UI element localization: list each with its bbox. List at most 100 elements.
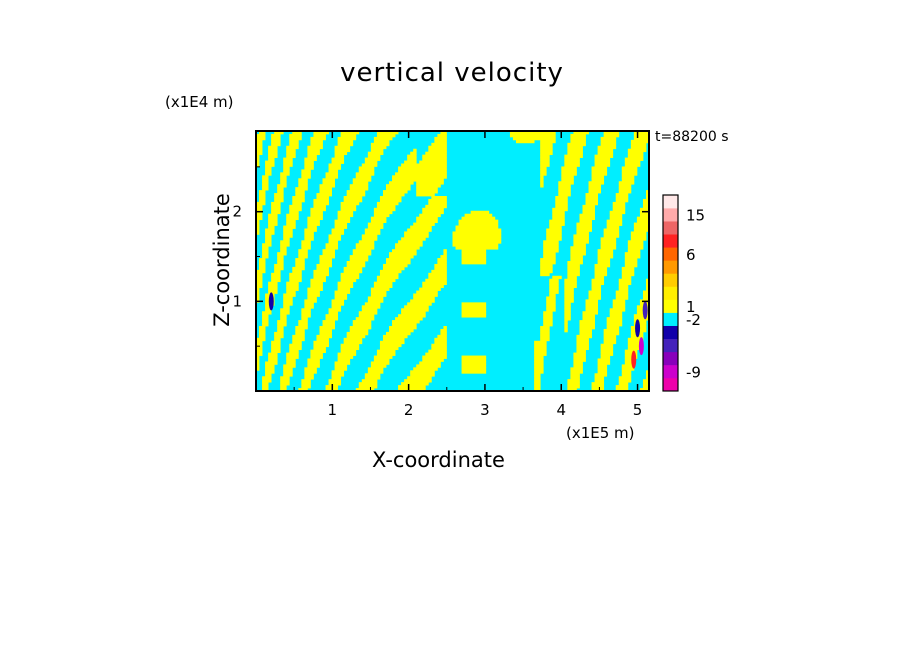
field-segment	[618, 181, 635, 185]
field-segment	[410, 151, 417, 156]
field-segment	[331, 370, 345, 374]
field-segment	[642, 296, 649, 300]
field-segment	[370, 361, 390, 365]
field-segment	[265, 361, 278, 365]
field-segment	[289, 272, 302, 277]
field-segment	[289, 139, 299, 144]
field-segment	[645, 281, 649, 286]
field-segment	[277, 187, 284, 191]
field-segment	[606, 320, 623, 324]
field-segment	[564, 317, 571, 321]
field-segment	[576, 337, 589, 342]
field-segment	[597, 367, 608, 371]
field-segment	[283, 373, 293, 377]
field-segment	[606, 317, 623, 321]
field-segment	[382, 334, 408, 339]
field-segment	[461, 361, 487, 365]
y-tick-label: 1	[232, 292, 242, 310]
field-segment	[256, 222, 260, 226]
field-segment	[564, 326, 568, 330]
field-segment	[337, 281, 354, 286]
field-segment	[259, 198, 266, 203]
field-segment	[603, 331, 620, 336]
field-segment	[325, 243, 339, 247]
field-segment	[271, 210, 281, 215]
field-segment	[256, 278, 263, 283]
field-segment	[370, 219, 387, 223]
field-segment	[376, 201, 399, 206]
field-segment	[295, 193, 305, 197]
field-segment	[431, 142, 447, 147]
field-segment	[534, 349, 547, 353]
field-segment	[256, 207, 263, 212]
field-segment	[461, 364, 487, 368]
field-segment	[464, 213, 493, 218]
field-segment	[642, 204, 649, 209]
field-segment	[337, 210, 354, 215]
field-segment	[552, 213, 565, 218]
field-segment	[379, 346, 399, 351]
field-segment	[256, 219, 260, 223]
field-segment	[404, 231, 429, 235]
field-segment	[404, 305, 429, 309]
field-segment	[582, 207, 595, 212]
field-segment	[398, 240, 423, 244]
field-segment	[265, 237, 272, 241]
field-segment	[262, 178, 269, 182]
field-segment	[540, 331, 550, 336]
field-segment	[561, 178, 574, 182]
field-segment	[280, 246, 287, 250]
field-segment	[633, 225, 649, 229]
field-segment	[280, 308, 290, 312]
field-segment	[573, 240, 589, 244]
field-segment	[316, 337, 329, 342]
field-segment	[304, 299, 317, 303]
field-segment	[376, 275, 399, 280]
field-segment	[627, 346, 641, 351]
field-segment	[259, 326, 266, 330]
field-segment	[331, 228, 345, 232]
colorbar-band	[663, 377, 678, 392]
field-segment	[295, 190, 305, 194]
field-segment	[389, 252, 417, 256]
field-segment	[259, 190, 266, 194]
field-segment	[618, 287, 629, 291]
field-segment	[286, 151, 296, 156]
field-segment	[307, 364, 320, 368]
field-segment	[543, 249, 559, 253]
field-segment	[443, 252, 447, 256]
field-segment	[256, 361, 260, 365]
field-segment	[618, 376, 632, 380]
field-segment	[585, 201, 599, 206]
field-segment	[546, 296, 556, 300]
field-segment	[546, 234, 562, 238]
field-segment	[313, 201, 329, 206]
field-segment	[579, 216, 595, 221]
field-segment	[307, 219, 320, 223]
field-segment	[582, 317, 595, 321]
axes: 1 2 3 4 5 1 2	[232, 131, 649, 419]
field-segment	[428, 272, 447, 277]
field-segment	[567, 148, 583, 153]
field-segment	[313, 269, 329, 274]
field-segment	[322, 178, 335, 182]
field-segment	[392, 175, 447, 179]
field-segment	[416, 290, 438, 294]
field-segment	[392, 320, 420, 324]
field-segment	[286, 213, 299, 218]
field-segment	[428, 198, 447, 203]
field-segment	[543, 317, 553, 321]
field-segment	[373, 207, 396, 212]
field-segment	[334, 290, 351, 294]
field-segment	[358, 385, 378, 389]
field-segment	[373, 355, 393, 359]
colorbar-band	[663, 338, 678, 353]
field-segment	[271, 343, 281, 348]
field-segment	[259, 131, 266, 135]
field-segment	[259, 328, 266, 333]
field-segment	[540, 269, 553, 274]
field-segment	[428, 275, 447, 280]
field-segment	[431, 343, 447, 348]
field-segment	[567, 142, 586, 147]
strong-velocity-cell	[631, 350, 637, 369]
